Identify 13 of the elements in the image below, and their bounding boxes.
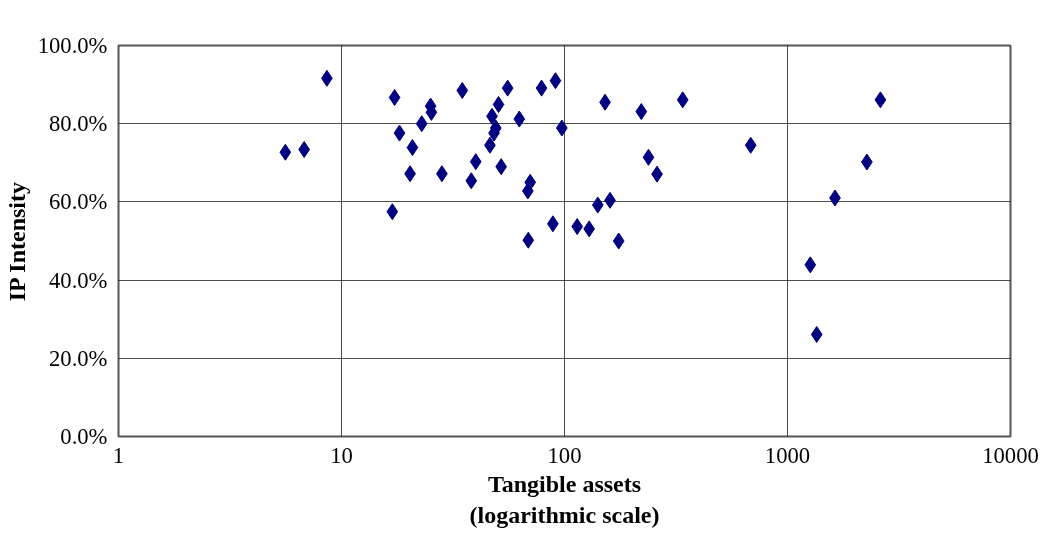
y-tick-label: 60.0% [48,189,108,215]
x-tick-label: 10000 [982,442,1039,468]
y-tick-label: 20.0% [48,345,108,371]
y-tick-label: 100.0% [37,33,108,58]
y-axis-title: IP Intensity [3,181,30,302]
x-tick-label: 10 [330,442,353,468]
y-tick-label: 0.0% [60,424,108,449]
x-tick-label: 1 [112,442,125,468]
y-tick-label: 80.0% [48,111,108,137]
x-axis-title: Tangible assets (logarithmic scale) [469,470,660,528]
y-tick-label: 40.0% [48,267,108,293]
x-tick-label: 1000 [764,442,811,468]
x-tick-label: 100 [547,442,582,468]
